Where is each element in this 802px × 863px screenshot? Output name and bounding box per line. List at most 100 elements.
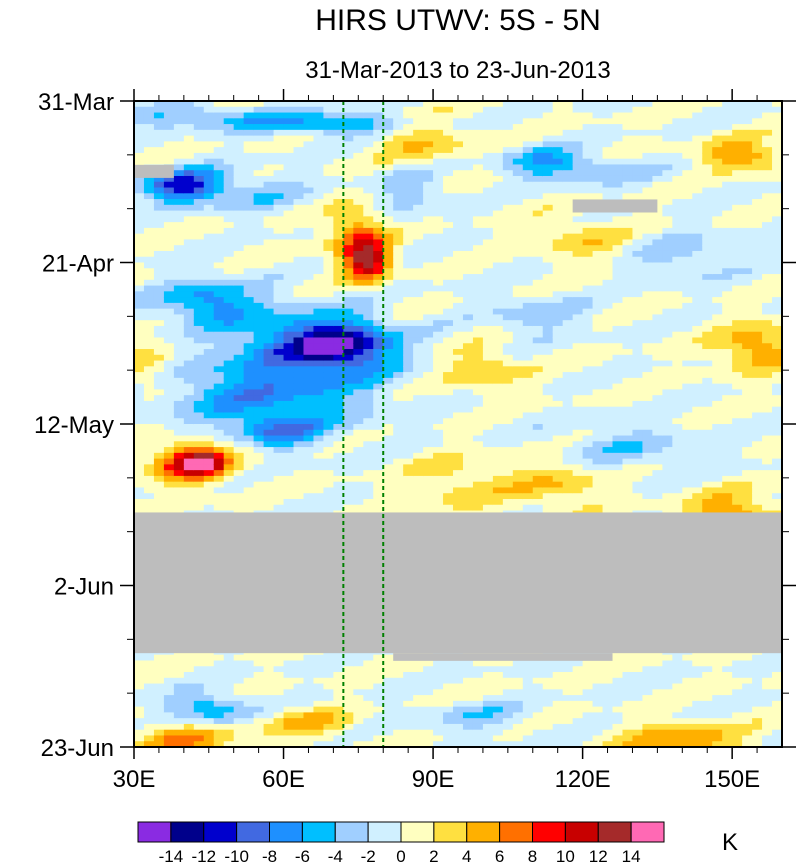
heatmap-cell bbox=[453, 718, 464, 725]
heatmap-cell bbox=[552, 124, 564, 131]
heatmap-cell bbox=[313, 464, 325, 471]
heatmap-cell bbox=[313, 112, 325, 119]
heatmap-cell bbox=[134, 101, 145, 108]
heatmap-cell bbox=[423, 245, 434, 252]
heatmap-cell bbox=[532, 470, 544, 477]
heatmap-cell bbox=[333, 112, 344, 119]
heatmap-cell bbox=[203, 101, 215, 108]
heatmap-cell bbox=[562, 285, 574, 292]
heatmap-cell bbox=[203, 741, 215, 747]
heatmap-cell bbox=[203, 262, 215, 269]
heatmap-cell bbox=[143, 250, 155, 258]
heatmap-cell bbox=[143, 487, 155, 494]
heatmap-cell bbox=[303, 193, 315, 200]
heatmap-cell bbox=[453, 729, 464, 737]
heatmap-cell bbox=[522, 493, 534, 500]
heatmap-cell bbox=[423, 239, 434, 246]
heatmap-cell bbox=[572, 314, 584, 321]
heatmap-cell bbox=[253, 360, 265, 367]
heatmap-cell bbox=[313, 210, 325, 217]
heatmap-cell bbox=[153, 718, 165, 725]
heatmap-cell bbox=[283, 493, 295, 500]
heatmap-cell bbox=[293, 204, 305, 212]
heatmap-cell bbox=[263, 141, 275, 148]
heatmap-cell bbox=[333, 170, 344, 177]
heatmap-cell bbox=[223, 493, 235, 500]
heatmap-cell bbox=[393, 274, 404, 281]
heatmap-cell bbox=[393, 227, 404, 235]
heatmap-cell bbox=[482, 677, 494, 685]
heatmap-cell bbox=[532, 274, 544, 281]
heatmap-cell bbox=[253, 141, 265, 148]
heatmap-cell bbox=[502, 435, 514, 442]
heatmap-cell bbox=[343, 504, 354, 512]
heatmap-cell bbox=[383, 170, 394, 177]
heatmap-cell bbox=[373, 372, 384, 379]
heatmap-cell bbox=[502, 233, 514, 241]
heatmap-cell bbox=[423, 406, 434, 414]
heatmap-cell bbox=[472, 723, 484, 731]
heatmap-cell bbox=[373, 343, 384, 350]
heatmap-cell bbox=[453, 487, 464, 494]
heatmap-cell bbox=[492, 158, 504, 166]
heatmap-cell bbox=[173, 314, 185, 321]
heatmap-cell bbox=[403, 729, 414, 737]
heatmap-cell bbox=[373, 297, 384, 304]
heatmap-cell bbox=[393, 314, 404, 321]
heatmap-cell bbox=[462, 377, 474, 385]
heatmap-cell bbox=[572, 268, 584, 275]
heatmap-cell bbox=[383, 424, 394, 431]
heatmap-cell bbox=[233, 274, 245, 281]
heatmap-cell bbox=[492, 493, 504, 500]
heatmap-cell bbox=[423, 354, 434, 362]
heatmap-cell bbox=[253, 458, 265, 465]
heatmap-cell bbox=[453, 498, 464, 506]
heatmap-cell bbox=[522, 302, 534, 310]
heatmap-cell bbox=[542, 435, 554, 442]
heatmap-cell bbox=[453, 199, 464, 206]
heatmap-cell bbox=[333, 147, 344, 154]
heatmap-cell bbox=[413, 193, 424, 200]
heatmap-cell bbox=[413, 112, 424, 119]
heatmap-cell bbox=[383, 435, 394, 442]
heatmap-cell bbox=[263, 493, 275, 500]
heatmap-cell bbox=[173, 718, 185, 725]
heatmap-cell bbox=[313, 452, 325, 460]
heatmap-cell bbox=[423, 718, 434, 725]
heatmap-cell bbox=[542, 147, 554, 154]
heatmap-cell bbox=[462, 233, 474, 241]
heatmap-cell bbox=[213, 487, 225, 494]
heatmap-cell bbox=[223, 262, 235, 269]
heatmap-cell bbox=[482, 112, 494, 119]
heatmap-cell bbox=[413, 297, 424, 304]
heatmap-cell bbox=[213, 331, 225, 339]
heatmap-cell bbox=[393, 418, 404, 425]
heatmap-cell bbox=[443, 199, 454, 206]
heatmap-cell bbox=[134, 343, 145, 350]
heatmap-cell bbox=[413, 325, 424, 333]
heatmap-cell bbox=[502, 239, 514, 246]
heatmap-cell bbox=[383, 729, 394, 737]
heatmap-cell bbox=[462, 210, 474, 217]
heatmap-cell bbox=[283, 227, 295, 235]
heatmap-cell bbox=[492, 498, 504, 506]
heatmap-cell bbox=[193, 147, 205, 154]
heatmap-cell bbox=[134, 175, 145, 183]
heatmap-cell bbox=[492, 464, 504, 471]
heatmap-cell bbox=[512, 677, 524, 685]
heatmap-cell bbox=[542, 101, 554, 108]
heatmap-cell bbox=[462, 308, 474, 316]
heatmap-cell bbox=[363, 164, 374, 171]
heatmap-cell bbox=[303, 354, 315, 362]
heatmap-cell bbox=[343, 372, 354, 379]
heatmap-cell bbox=[363, 158, 374, 166]
heatmap-cell bbox=[283, 262, 295, 269]
heatmap-cell bbox=[283, 199, 295, 206]
heatmap-cell bbox=[253, 487, 265, 494]
heatmap-cell bbox=[453, 325, 464, 333]
heatmap-cell bbox=[403, 412, 414, 419]
heatmap-cell bbox=[572, 337, 584, 344]
heatmap-cell bbox=[542, 418, 554, 425]
heatmap-cell bbox=[522, 660, 534, 667]
heatmap-cell bbox=[532, 343, 544, 350]
